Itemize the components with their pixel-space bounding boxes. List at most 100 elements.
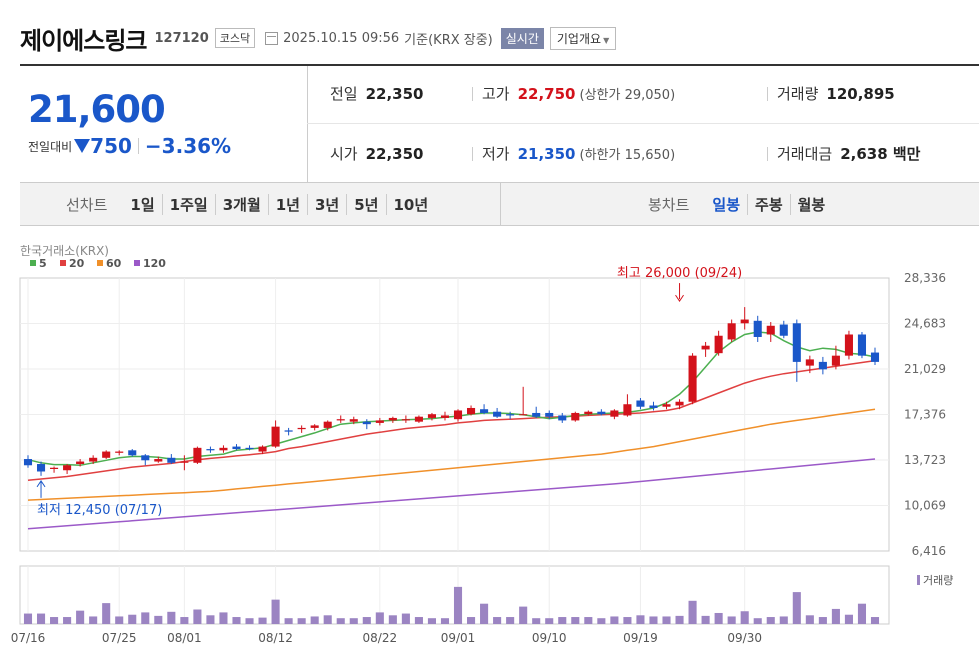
volume-bar <box>571 617 580 624</box>
volume-bar <box>545 618 554 624</box>
volume-bar <box>284 618 293 624</box>
volume-bar <box>753 618 762 624</box>
max-price-annotation: 최고 26,000 (09/24) <box>617 266 742 281</box>
candle-body <box>349 419 358 422</box>
cell-separator <box>767 147 768 161</box>
candle-body <box>388 417 397 421</box>
x-tick-label: 08/01 <box>167 631 202 645</box>
candle-body <box>219 447 228 451</box>
volume-bar <box>805 615 814 624</box>
upper-limit: (상한가 29,050) <box>579 88 676 103</box>
candle-body <box>453 410 463 420</box>
lower-limit: (하한가 15,650) <box>579 148 676 163</box>
candle-body <box>779 324 788 336</box>
volume-bar <box>558 617 567 624</box>
max-price-arrow-head <box>675 294 684 302</box>
tab-weekly[interactable]: 주봉 <box>747 193 790 215</box>
volume-bar <box>297 618 306 624</box>
legend-swatch <box>97 260 103 266</box>
volume-bar <box>506 617 515 624</box>
candle-body <box>714 335 723 354</box>
legend-label: 120 <box>143 257 166 270</box>
volume-bar <box>349 618 358 624</box>
moving-average-line <box>27 359 876 481</box>
cell-separator <box>472 147 473 161</box>
x-tick-label: 09/01 <box>441 631 476 645</box>
candle-body <box>844 334 853 356</box>
chart-period-tabs: 선차트 1일 1주일 3개월 1년 3년 5년 10년 봉차트 일봉 주봉 월봉 <box>20 183 979 226</box>
candlestick-chart: 한국거래소(KRX)5 20 60 120 28,336 24,683 21,029 17,3… <box>11 244 954 645</box>
candle-body <box>297 427 306 430</box>
open-price-label: 시가 <box>330 145 358 163</box>
volume-bar <box>76 610 85 624</box>
candle-body <box>63 465 72 471</box>
header-divider <box>20 64 979 66</box>
volume-bar <box>271 599 280 624</box>
x-tick-label: 09/10 <box>532 631 567 645</box>
candle-body <box>401 419 410 421</box>
tab-daily[interactable]: 일봉 <box>712 195 741 214</box>
volume-bar <box>323 615 332 624</box>
volume-bar <box>844 614 853 624</box>
moving-average-line <box>27 408 876 501</box>
tab-1w[interactable]: 1주일 <box>161 193 215 215</box>
volume-bar <box>23 613 33 624</box>
volume-bar <box>532 618 541 624</box>
tab-monthly[interactable]: 월봉 <box>789 193 833 215</box>
current-price: 21,600 <box>28 88 166 131</box>
candle-body <box>23 459 33 466</box>
volume-bar <box>63 617 72 624</box>
volume-bar <box>493 617 502 624</box>
line-chart-tabs: 선차트 1일 1주일 3개월 1년 3년 5년 10년 <box>66 183 435 225</box>
legend-label: 5 <box>39 257 47 270</box>
day-high: 고가 22,750 (상한가 29,050) <box>482 83 675 104</box>
candle-body <box>76 461 85 465</box>
realtime-button[interactable]: 실시간 <box>500 27 544 49</box>
volume-bar <box>336 618 345 624</box>
candle-body <box>545 412 554 417</box>
company-overview-label: 기업개요 <box>556 31 602 46</box>
volume-bar <box>362 617 371 624</box>
change-label: 전일대비 <box>28 139 73 154</box>
x-tick-label: 09/19 <box>623 631 658 645</box>
volume-bar <box>388 615 397 624</box>
tab-3y[interactable]: 3년 <box>307 193 346 215</box>
change-percent: −3.36% <box>144 134 232 158</box>
x-tick-label: 09/30 <box>727 631 762 645</box>
volume-bar <box>779 616 788 624</box>
tab-1y[interactable]: 1년 <box>267 193 307 215</box>
y-tick-label: 6,416 <box>912 544 946 558</box>
volume-bar <box>857 603 867 624</box>
candle-chart-tabs: 봉차트 일봉 주봉 월봉 <box>648 183 832 225</box>
candle-body <box>467 407 476 415</box>
x-tick-label: 08/12 <box>258 631 293 645</box>
chart-source: 한국거래소(KRX) <box>20 244 109 258</box>
open-price: 시가 22,350 <box>330 143 424 164</box>
volume-bar <box>453 586 463 624</box>
volume-bar <box>818 617 827 624</box>
candle-body <box>649 405 658 408</box>
company-overview-dropdown[interactable]: 기업개요 ▼ <box>549 26 617 50</box>
volume-bar <box>766 617 775 624</box>
cell-separator <box>767 87 768 101</box>
quote-datetime: 2025.10.15 09:56 <box>283 30 400 46</box>
candle-body <box>193 447 202 463</box>
volume-bar <box>180 617 189 624</box>
chevron-down-icon: ▼ <box>603 35 610 45</box>
x-tick-label: 07/16 <box>11 631 46 645</box>
prev-close-label: 전일 <box>330 85 358 103</box>
market-badge: 코스닥 <box>214 28 256 48</box>
tab-1d[interactable]: 1일 <box>130 195 155 214</box>
tab-10y[interactable]: 10년 <box>385 193 436 215</box>
tab-5y[interactable]: 5년 <box>346 193 385 215</box>
candle-body <box>610 410 619 417</box>
volume-bar <box>128 614 137 624</box>
tab-3m[interactable]: 3개월 <box>214 193 268 215</box>
candle-body <box>375 420 384 423</box>
y-tick-label: 24,683 <box>904 316 946 330</box>
volume-bar <box>675 615 684 624</box>
trade-amount-value: 2,638 백만 <box>840 145 921 163</box>
candle-body <box>753 320 762 337</box>
volume-bar <box>310 616 319 624</box>
candle-body <box>310 425 319 428</box>
